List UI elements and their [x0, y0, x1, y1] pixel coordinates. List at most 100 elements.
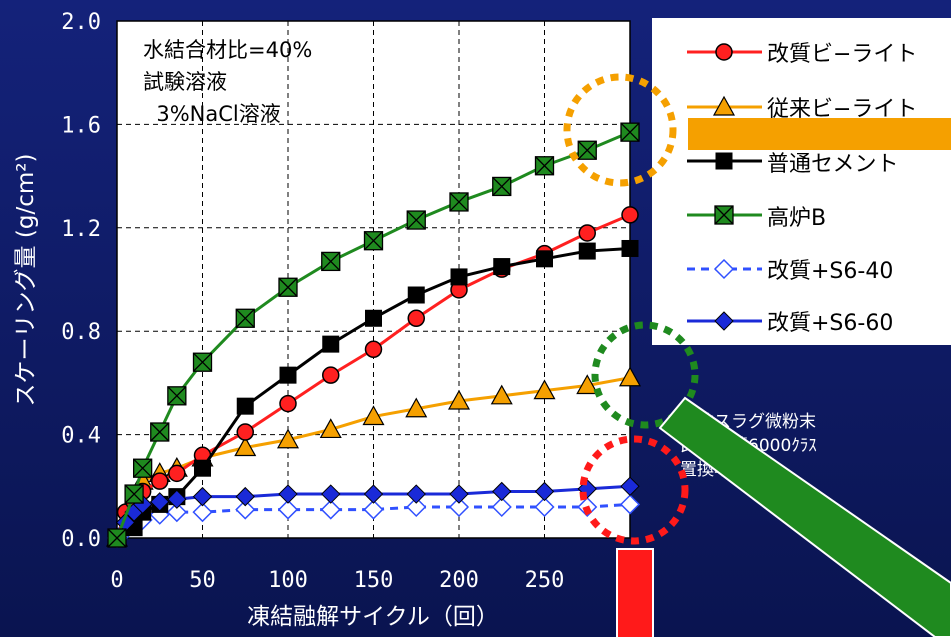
- data-point-4: [406, 496, 427, 518]
- data-point-3-cross: [364, 231, 383, 251]
- data-point-2: [236, 397, 254, 415]
- data-point-4: [534, 496, 555, 518]
- y-tick-label: 0.0: [61, 527, 101, 552]
- data-point-3: [577, 140, 597, 160]
- data-point-3-cross: [321, 251, 341, 271]
- data-point-5: [150, 492, 170, 512]
- annotation-line-3: 3%NaCl溶液: [143, 102, 281, 126]
- data-point-0: [322, 366, 340, 384]
- data-point-3: [363, 231, 384, 251]
- data-point-3: [107, 528, 127, 548]
- data-point-0: [407, 309, 425, 328]
- x-tick-label: 0: [110, 568, 123, 593]
- data-point-5: [620, 476, 640, 497]
- data-point-4: [166, 502, 187, 523]
- data-point-3: [406, 210, 426, 230]
- data-point-0: [279, 394, 297, 413]
- x-tick-label: 150: [354, 568, 394, 593]
- data-point-3-cross: [150, 422, 170, 442]
- y-tick-label: 2.0: [61, 10, 101, 35]
- annotation-line-1: 水結合材比=40%: [143, 38, 313, 62]
- x-tick-label: 100: [268, 568, 308, 593]
- condition-annotation: 水結合材比=40% 試験溶液 3%NaCl溶液: [135, 30, 363, 150]
- red-highlight-bar: [616, 548, 654, 637]
- data-point-2: [407, 286, 425, 304]
- legend-marker-2: [715, 152, 733, 170]
- data-point-0: [151, 472, 169, 490]
- y-tick-label: 1.6: [61, 113, 101, 138]
- data-point-3: [167, 386, 187, 406]
- data-point-3: [278, 277, 298, 297]
- data-point-2: [365, 309, 382, 327]
- data-point-3-cross: [406, 210, 426, 230]
- legend-label-koro: 高炉B: [767, 206, 827, 231]
- green-highlight-circle: [591, 321, 699, 429]
- data-point-4: [192, 502, 213, 523]
- x-tick-label: 50: [189, 568, 216, 593]
- x-tick-label: 200: [439, 568, 479, 593]
- data-point-3-cross: [107, 528, 127, 548]
- data-point-3: [492, 176, 512, 197]
- data-point-5: [492, 481, 512, 502]
- data-point-3-cross: [124, 484, 144, 504]
- data-point-4: [277, 499, 299, 520]
- green-pointer-band: [658, 396, 951, 637]
- legend-markers: [687, 43, 762, 331]
- data-point-2: [279, 366, 297, 384]
- data-point-3-cross: [167, 386, 187, 406]
- data-point-5: [235, 486, 255, 507]
- data-point-4: [363, 499, 384, 520]
- data-point-5: [406, 484, 426, 504]
- x-tick-label: 250: [525, 568, 565, 593]
- data-point-1: [234, 436, 257, 457]
- annotation-line-2: 試験溶液: [143, 70, 227, 94]
- data-point-2: [450, 268, 468, 286]
- data-point-5: [167, 489, 187, 509]
- data-point-1: [490, 384, 513, 405]
- legend-label-futsu: 普通セメント: [767, 152, 899, 177]
- y-tick-label: 1.2: [61, 217, 101, 242]
- data-point-3: [124, 484, 144, 504]
- data-point-4: [235, 499, 256, 520]
- legend-marker-4: [713, 258, 735, 280]
- data-point-5: [534, 481, 555, 502]
- data-point-1: [533, 379, 556, 400]
- data-point-2: [578, 242, 596, 260]
- data-point-1: [447, 389, 471, 410]
- orange-highlight-bar: [688, 118, 951, 150]
- legend-marker-3: [714, 205, 734, 225]
- legend-label-s6-60: 改質+S6-60: [767, 311, 894, 336]
- data-point-0: [236, 423, 254, 441]
- data-point-2: [493, 258, 511, 276]
- legend-marker-3-cross: [714, 205, 734, 225]
- data-point-0: [168, 464, 186, 483]
- plot-frame: [116, 20, 631, 539]
- orange-highlight-circle: [563, 73, 677, 187]
- data-point-0: [621, 206, 639, 224]
- data-point-5: [278, 484, 298, 504]
- data-point-4: [448, 496, 470, 518]
- series-2: [108, 239, 639, 547]
- data-point-4: [619, 494, 641, 515]
- series-line-2: [116, 246, 631, 540]
- data-point-3-cross: [535, 156, 554, 176]
- x-axis-title: 凍結融解サイクル（回）: [247, 604, 499, 630]
- legend-label-jurai: 従来ビ−ライト: [767, 97, 918, 122]
- series-3: [107, 122, 640, 548]
- data-point-3-cross: [235, 308, 255, 328]
- legend-marker-0: [715, 43, 733, 61]
- data-point-3: [620, 122, 640, 142]
- data-point-3: [132, 458, 153, 478]
- data-point-1: [618, 366, 642, 387]
- data-point-1: [319, 418, 342, 439]
- data-point-3-cross: [577, 140, 597, 160]
- legend: 改質ビ−ライト 従来ビ−ライト 普通セメント 高炉B 改質+S6-40 改質+S…: [652, 18, 951, 345]
- series-line-3: [115, 130, 631, 539]
- data-point-3: [192, 352, 213, 372]
- data-point-1: [405, 397, 428, 418]
- y-tick-label: 0.4: [61, 424, 101, 449]
- red-highlight-circle: [579, 435, 689, 545]
- data-point-3-cross: [133, 458, 153, 478]
- legend-marker-1: [712, 95, 736, 116]
